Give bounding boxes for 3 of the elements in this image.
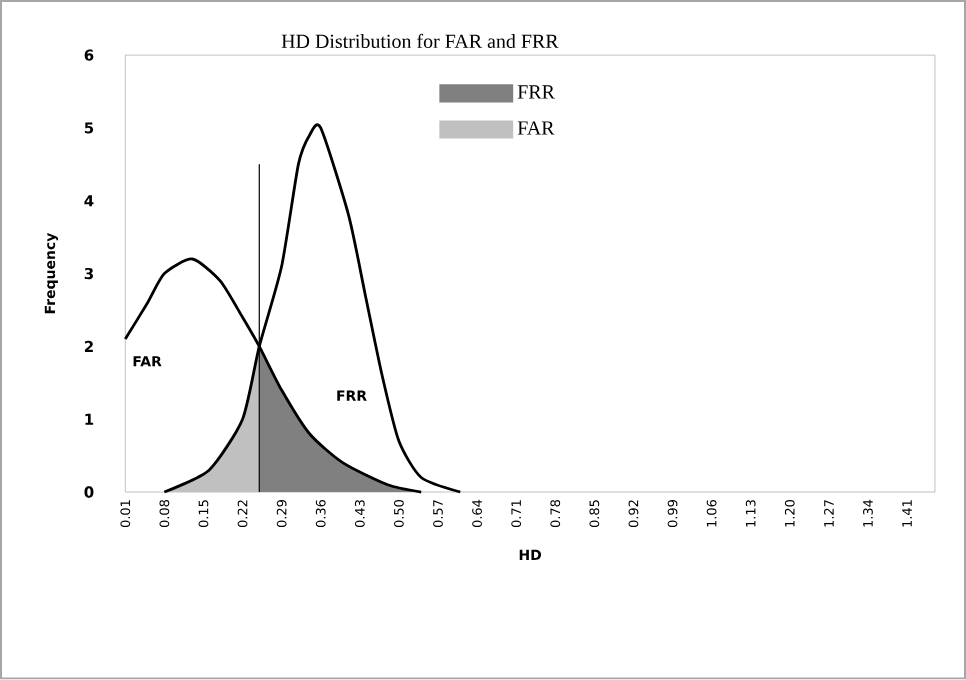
legend-label: FAR — [517, 121, 555, 135]
chart-title: HD Distribution for FAR and FRR — [281, 34, 559, 49]
legend-label: FRR — [517, 85, 555, 99]
